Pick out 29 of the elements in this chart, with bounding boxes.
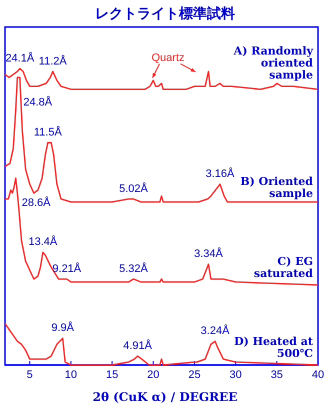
annotation: 4.91Å bbox=[123, 338, 153, 352]
annotation: 3.24Å bbox=[200, 324, 230, 338]
chart-title: レクトライト標準試料 bbox=[95, 5, 235, 22]
series-label: C) EG saturated bbox=[254, 254, 314, 280]
x-axis-title: 2θ (CuK α) / DEGREE bbox=[92, 390, 238, 404]
x-tick-label: 40 bbox=[312, 368, 324, 381]
annotation: 11.2Å bbox=[38, 54, 68, 68]
x-tick-label: 25 bbox=[188, 368, 201, 381]
x-tick-label: 20 bbox=[147, 368, 160, 381]
annotation: 11.5Å bbox=[34, 125, 62, 138]
series-label: A) Randomly oriented sample bbox=[232, 44, 314, 82]
annotation: 3.34Å bbox=[194, 247, 224, 260]
x-tick-label: 35 bbox=[270, 368, 283, 381]
x-tick-label: 15 bbox=[106, 368, 118, 381]
annotation: 24.1Å bbox=[5, 51, 35, 64]
annotation: 5.02Å bbox=[119, 182, 149, 195]
series-label: D) Heated at 500℃ bbox=[234, 335, 314, 360]
annotation: 9.9Å bbox=[51, 321, 75, 334]
text: Quartz bbox=[151, 52, 185, 64]
x-tick-label: 5 bbox=[26, 368, 33, 381]
series-label: B) Oriented sample bbox=[240, 174, 314, 200]
annotation: 3.16Å bbox=[206, 166, 236, 180]
annotation: 13.4Å bbox=[28, 235, 58, 248]
annotation: 5.32Å bbox=[119, 262, 149, 275]
annotation: 28.6Å bbox=[22, 196, 52, 210]
annotation: 9.21Å bbox=[52, 262, 82, 275]
x-tick-label: 30 bbox=[230, 368, 242, 381]
x-tick-label: 10 bbox=[64, 368, 78, 381]
annotation: 24.8Å bbox=[23, 95, 53, 108]
